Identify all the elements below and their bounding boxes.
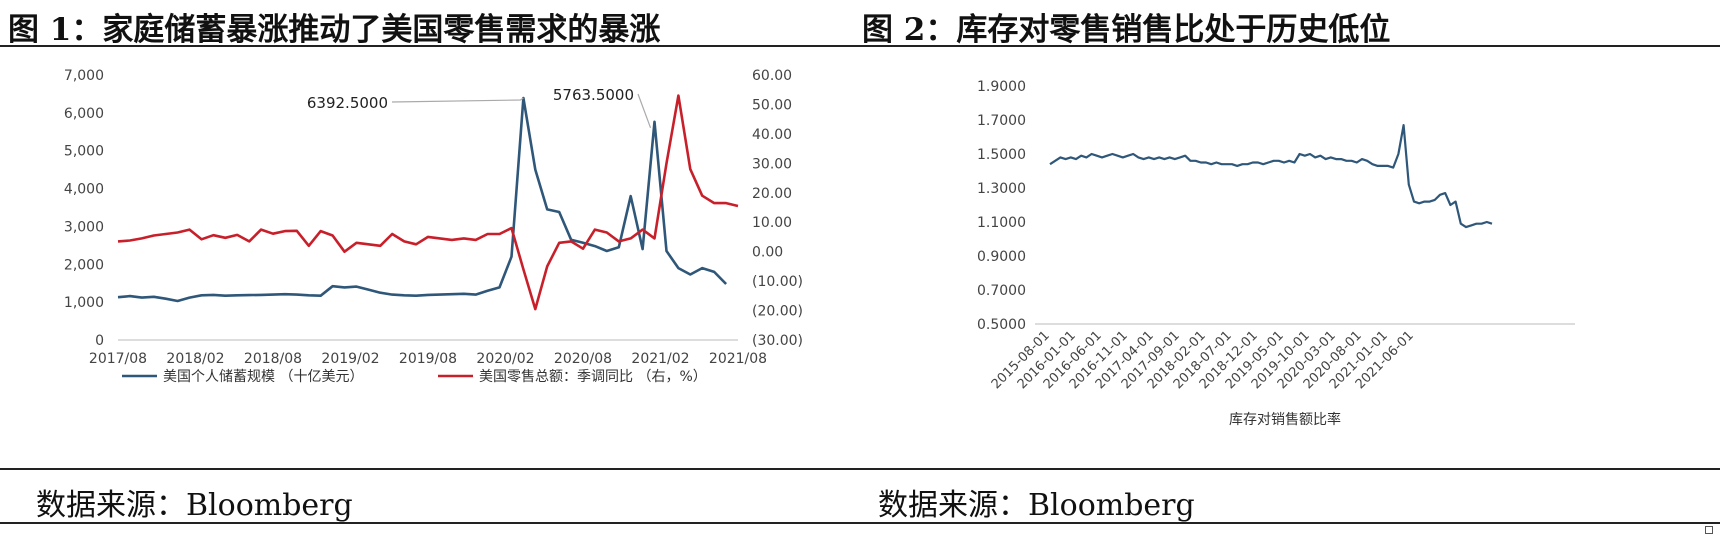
y-tick-label: 1.5000	[977, 147, 1026, 163]
left-y-tick-label: 2,000	[64, 257, 104, 273]
x-tick-label: 2021/02	[631, 351, 689, 367]
right-y-tick-label: 30.00	[752, 156, 792, 172]
x-tick-label: 2018/08	[244, 351, 302, 367]
x-tick-label: 2021/08	[709, 351, 767, 367]
left-y-tick-label: 6,000	[64, 106, 104, 122]
x-tick-label: 2020/08	[554, 351, 612, 367]
y-tick-label: 1.1000	[977, 215, 1026, 231]
source-divider-top	[0, 468, 1720, 470]
right-y-tick-label: (30.00)	[752, 333, 803, 349]
left-chart-title: 图 1：家庭储蓄暴涨推动了美国零售需求的暴涨	[8, 12, 661, 48]
x-axis-title: 库存对销售额比率	[1229, 411, 1341, 428]
y-tick-label: 0.5000	[977, 317, 1026, 333]
y-tick-label: 1.7000	[977, 113, 1026, 129]
title-divider	[0, 45, 1720, 47]
y-tick-label: 1.9000	[977, 79, 1026, 95]
right-data-source: 数据来源：Bloomberg	[878, 488, 1195, 523]
x-tick-label: 2020/02	[476, 351, 534, 367]
annotation-leader-line	[391, 97, 524, 103]
savings-retail-chart: 7,000 6,000 5,000 4,000 3,000 2,000 1,000 0 60.0…	[64, 68, 803, 385]
ratio-series-line	[1049, 123, 1493, 229]
right-y-tick-label: 50.00	[752, 97, 792, 113]
left-y-tick-label: 5,000	[64, 144, 104, 160]
legend-retail-label: 美国零售总额：季调同比 （右，%）	[479, 369, 707, 385]
right-chart-title: 图 2：库存对零售销售比处于历史低位	[862, 12, 1391, 48]
x-tick-label: 2018/02	[166, 351, 224, 367]
x-tick-label: 2019/08	[399, 351, 457, 367]
y-tick-label: 1.3000	[977, 181, 1026, 197]
source-divider-bottom	[0, 522, 1720, 524]
legend-savings-label: 美国个人储蓄规模 （十亿美元）	[163, 369, 363, 385]
left-data-source: 数据来源：Bloomberg	[36, 488, 353, 523]
left-y-tick-label: 3,000	[64, 219, 104, 235]
x-tick-label: 2019/02	[321, 351, 379, 367]
annotation-label: 6392.5000	[307, 94, 388, 112]
right-y-tick-label: 0.00	[752, 245, 783, 261]
x-tick-label: 2017/08	[89, 351, 147, 367]
corner-square-icon	[1705, 526, 1713, 534]
right-y-tick-label: 40.00	[752, 127, 792, 143]
annotation-leader-line	[637, 93, 652, 129]
right-y-tick-label: (10.00)	[752, 274, 803, 290]
left-y-tick-label: 7,000	[64, 68, 104, 84]
left-y-tick-label: 4,000	[64, 182, 104, 198]
y-tick-label: 0.9000	[977, 249, 1026, 265]
y-tick-label: 0.7000	[977, 283, 1026, 299]
annotation-label: 5763.5000	[553, 86, 634, 104]
right-y-tick-label: (20.00)	[752, 304, 803, 320]
right-y-tick-label: 60.00	[752, 68, 792, 84]
left-y-tick-label: 0	[95, 333, 104, 349]
savings-series-line	[117, 96, 728, 303]
inventory-sales-ratio-chart: 1.9000 1.7000 1.5000 1.3000 1.1000 0.9000 0.70…	[977, 79, 1575, 428]
left-y-tick-label: 1,000	[64, 295, 104, 311]
right-y-tick-label: 20.00	[752, 186, 792, 202]
retail-series-line	[117, 94, 739, 311]
right-y-tick-label: 10.00	[752, 215, 792, 231]
